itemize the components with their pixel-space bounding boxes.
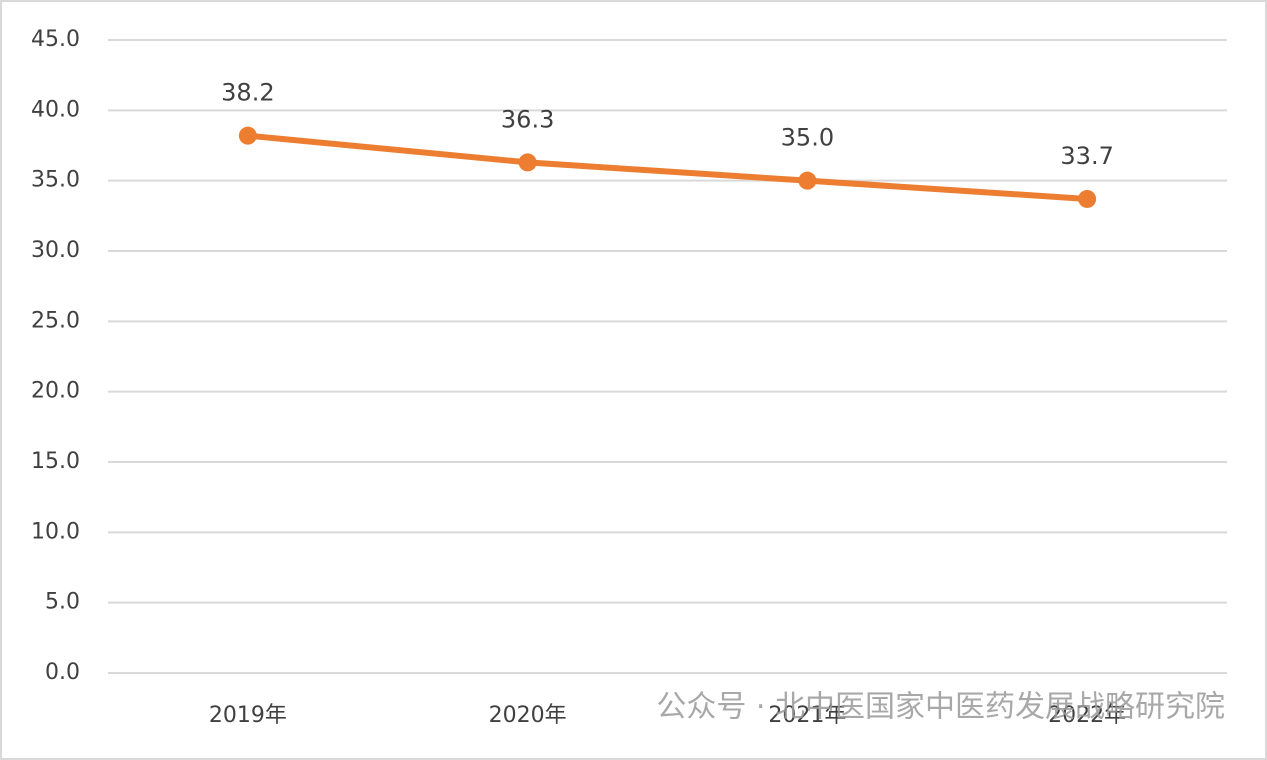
x-tick-label: 2019年 — [209, 703, 287, 728]
y-tick-label: 10.0 — [31, 519, 80, 544]
y-tick-label: 40.0 — [31, 97, 80, 122]
point — [518, 153, 537, 172]
y-tick-label: 20.0 — [31, 379, 80, 404]
x-tick-label: 2022年 — [1048, 703, 1126, 728]
watermark: 公众号 · 北中医国家中医药发展战略研究院 — [656, 690, 1225, 725]
line — [247, 132, 1088, 202]
point — [1078, 189, 1097, 208]
y-tick-label: 30.0 — [31, 238, 80, 263]
data-label: 33.7 — [1060, 142, 1113, 170]
y-tick-label: 5.0 — [45, 590, 80, 615]
data-label: 35.0 — [781, 124, 834, 152]
y-tick-label: 45.0 — [31, 27, 80, 52]
data-label: 38.2 — [221, 79, 274, 107]
y-tick-label: 35.0 — [31, 168, 80, 193]
x-tick-label: 2021年 — [768, 703, 846, 728]
point — [238, 126, 257, 145]
y-tick-label: 15.0 — [31, 449, 80, 474]
x-tick-label: 2020年 — [489, 703, 567, 728]
point — [798, 171, 817, 190]
data-label: 36.3 — [501, 105, 554, 133]
y-tick-label: 0.0 — [45, 660, 80, 685]
y-tick-label: 25.0 — [31, 308, 80, 333]
